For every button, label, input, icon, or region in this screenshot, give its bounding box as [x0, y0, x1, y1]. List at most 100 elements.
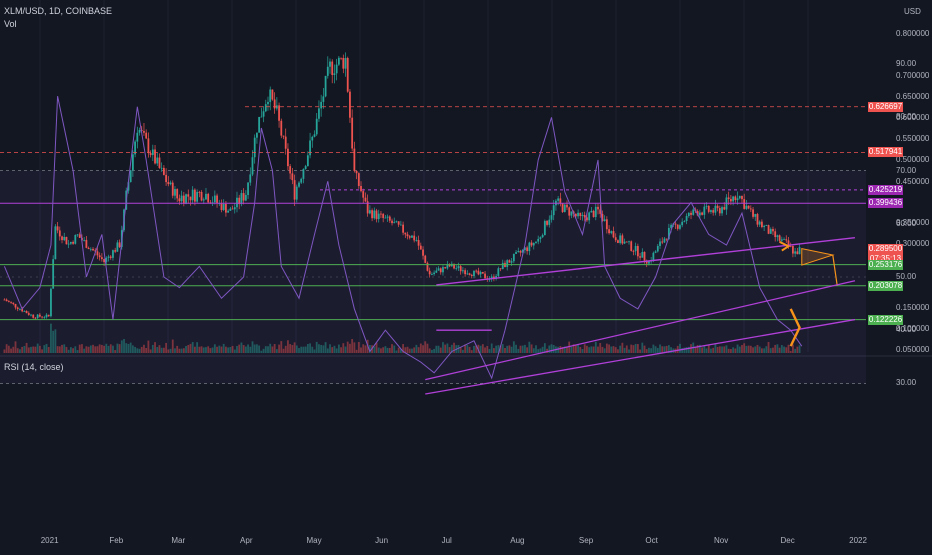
volume-bar — [391, 344, 393, 353]
volume-bar — [665, 345, 668, 353]
candle — [98, 255, 101, 258]
volume-bar — [12, 346, 15, 353]
volume-bar — [92, 344, 94, 353]
price-tick-label: 0.050000 — [896, 345, 930, 354]
volume-bar — [623, 347, 626, 353]
volume-bar — [373, 346, 376, 353]
candle — [393, 222, 396, 224]
candle — [477, 270, 480, 275]
candle — [550, 215, 553, 220]
volume-bar — [25, 342, 28, 353]
volume-bar — [337, 344, 340, 353]
volume-bar — [422, 345, 424, 353]
candle — [52, 259, 55, 289]
volume-bar — [105, 343, 108, 353]
candle — [47, 314, 50, 317]
candle — [679, 225, 681, 229]
candle — [236, 197, 238, 208]
candle — [530, 242, 533, 246]
volume-bar — [645, 349, 648, 353]
volume-bar — [47, 347, 50, 353]
volume-bar — [326, 348, 329, 353]
volume-bar — [5, 344, 8, 353]
volume-bar — [473, 345, 475, 353]
rsi-trendline — [425, 280, 856, 381]
volume-bar — [280, 341, 283, 353]
volume-bar — [21, 346, 24, 353]
price-tick-label: 0.500000 — [896, 155, 930, 164]
volume-bar — [211, 347, 214, 353]
candle — [205, 193, 207, 200]
volume-bar — [67, 349, 70, 353]
volume-bar — [300, 346, 303, 353]
candle — [25, 311, 28, 314]
candle — [349, 91, 351, 118]
rsi-legend[interactable]: RSI (14, close) — [4, 362, 64, 372]
candle — [287, 148, 289, 167]
candle — [490, 276, 493, 279]
volume-bar — [519, 345, 522, 353]
volume-bar — [479, 345, 482, 353]
volume-bar — [546, 348, 548, 353]
volume-bar — [641, 342, 644, 353]
candle — [76, 234, 79, 236]
volume-bar — [619, 345, 622, 353]
candle — [247, 182, 249, 195]
volume-bar — [38, 345, 41, 353]
candle — [12, 302, 15, 304]
volume-bar — [493, 348, 495, 353]
candle — [780, 239, 783, 241]
volume-bar — [260, 350, 263, 353]
candle — [89, 248, 92, 250]
volume-bar — [610, 346, 613, 353]
volume-bar — [537, 349, 540, 353]
volume-bar — [758, 346, 761, 353]
candle — [656, 246, 659, 252]
candle — [435, 270, 438, 273]
volume-bar — [269, 343, 272, 353]
volume-bar — [225, 346, 227, 353]
volume-bar — [291, 345, 294, 353]
candle — [129, 170, 132, 183]
candle — [313, 134, 316, 137]
volume-bar — [515, 344, 517, 353]
candle — [258, 116, 261, 133]
volume-legend[interactable]: Vol — [4, 19, 17, 29]
price-tick-label: 0.350000 — [896, 218, 930, 227]
symbol-legend[interactable]: XLM/USD, 1D, COINBASE — [4, 6, 113, 16]
volume-bar — [486, 345, 489, 353]
candle — [267, 101, 269, 105]
candle — [605, 219, 608, 230]
volume-bar — [23, 345, 26, 353]
price-tick-label: 0.800000 — [896, 29, 930, 38]
volume-bar — [603, 348, 606, 353]
volume-bar — [548, 345, 551, 353]
candle — [752, 209, 754, 217]
volume-bar — [342, 343, 345, 353]
candle — [291, 173, 294, 181]
candle — [532, 242, 535, 246]
candle — [96, 251, 99, 256]
candle — [738, 195, 741, 199]
volume-bar — [209, 348, 212, 353]
candle — [371, 210, 373, 219]
volume-bar — [227, 347, 230, 353]
volume-bar — [663, 346, 666, 353]
candle — [723, 207, 726, 210]
candle — [778, 235, 781, 241]
candle — [632, 250, 635, 252]
candle — [776, 235, 779, 238]
volume-bar — [176, 345, 179, 353]
candle — [676, 224, 679, 229]
volume-bar — [238, 344, 241, 353]
volume-bar — [98, 344, 101, 353]
candle — [570, 211, 573, 216]
volume-bar — [182, 348, 185, 353]
volume-bar — [309, 343, 311, 353]
volume-bar — [721, 346, 723, 353]
candle — [304, 166, 307, 169]
candle — [244, 194, 247, 201]
volume-bar — [196, 342, 199, 353]
volume-bar — [696, 344, 699, 353]
